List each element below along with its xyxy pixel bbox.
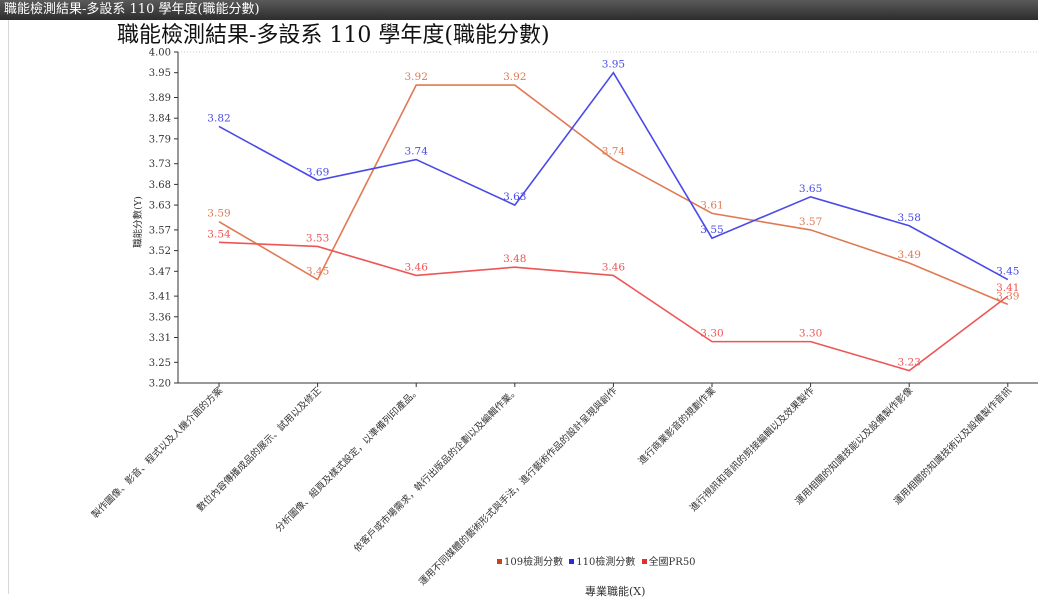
data-label: 3.92 — [503, 71, 526, 83]
y-tick-label: 3.31 — [149, 333, 171, 344]
y-tick-label: 3.57 — [149, 225, 171, 236]
data-label: 3.92 — [405, 71, 428, 83]
data-label: 3.41 — [996, 282, 1019, 294]
y-axis-title: 職能分數(Y) — [132, 196, 144, 248]
data-label: 3.46 — [602, 261, 626, 273]
data-label: 3.63 — [503, 191, 526, 203]
x-category-label: 運用相關的知識技能以及設備製作影像 — [793, 384, 916, 507]
data-label: 3.82 — [207, 112, 230, 124]
data-label: 3.45 — [306, 266, 329, 278]
data-label: 3.23 — [898, 357, 921, 369]
legend-label-pr50: 全國PR50 — [649, 557, 696, 568]
data-label: 3.95 — [602, 59, 625, 71]
data-label: 3.61 — [700, 199, 723, 211]
y-tick-label: 3.63 — [149, 201, 171, 212]
y-tick-label: 3.20 — [149, 379, 171, 390]
y-tick-label: 3.73 — [149, 159, 171, 170]
data-label: 3.65 — [799, 183, 822, 195]
data-label: 3.49 — [898, 249, 921, 261]
x-category-label: 依客戶或市場需求，執行出版品的企劃以及編輯作業。 — [351, 385, 521, 555]
y-tick-label: 3.89 — [149, 93, 171, 104]
legend-swatch-109 — [497, 559, 502, 564]
data-label: 3.74 — [405, 146, 429, 158]
y-tick-label: 3.68 — [149, 180, 171, 191]
x-category-label: 運用相關的知識技術以及設備製作音訊 — [891, 384, 1014, 507]
data-label: 3.48 — [503, 253, 526, 265]
y-tick-label: 3.52 — [149, 246, 171, 257]
legend-item-pr50[interactable]: 全國PR50 — [642, 553, 696, 568]
legend-swatch-110 — [569, 559, 574, 564]
legend-swatch-pr50 — [642, 559, 647, 564]
legend-label-109: 109檢測分數 — [504, 557, 563, 568]
y-tick-label: 3.95 — [149, 68, 171, 79]
data-label: 3.30 — [799, 328, 822, 340]
data-label: 3.74 — [602, 146, 626, 158]
data-label: 3.54 — [207, 228, 231, 240]
data-label: 3.57 — [799, 216, 822, 228]
data-label: 3.46 — [405, 261, 429, 273]
y-tick-label: 3.84 — [149, 114, 171, 125]
legend-label-110: 110檢測分數 — [576, 557, 635, 568]
legend-item-110[interactable]: 110檢測分數 — [569, 553, 635, 568]
data-label: 3.30 — [700, 328, 723, 340]
series-line-1 — [219, 73, 1008, 280]
y-tick-label: 3.79 — [149, 134, 171, 145]
y-tick-label: 3.47 — [149, 267, 171, 278]
chart-legend: 109檢測分數 110檢測分數 全國PR50 — [497, 553, 699, 568]
data-label: 3.58 — [898, 212, 921, 224]
y-tick-label: 3.25 — [149, 358, 171, 369]
y-tick-label: 3.36 — [149, 312, 171, 323]
data-label: 3.69 — [306, 166, 329, 178]
data-label: 3.53 — [306, 232, 329, 244]
data-label: 3.45 — [996, 266, 1019, 278]
x-axis-title: 專業職能(X) — [585, 583, 645, 599]
x-category-label: 進行商業影音的規劃作業 — [636, 384, 719, 467]
data-label: 3.59 — [207, 208, 230, 220]
legend-item-109[interactable]: 109檢測分數 — [497, 553, 563, 568]
y-tick-label: 3.41 — [149, 292, 171, 303]
y-tick-label: 4.00 — [149, 48, 171, 59]
data-label: 3.55 — [700, 224, 723, 236]
